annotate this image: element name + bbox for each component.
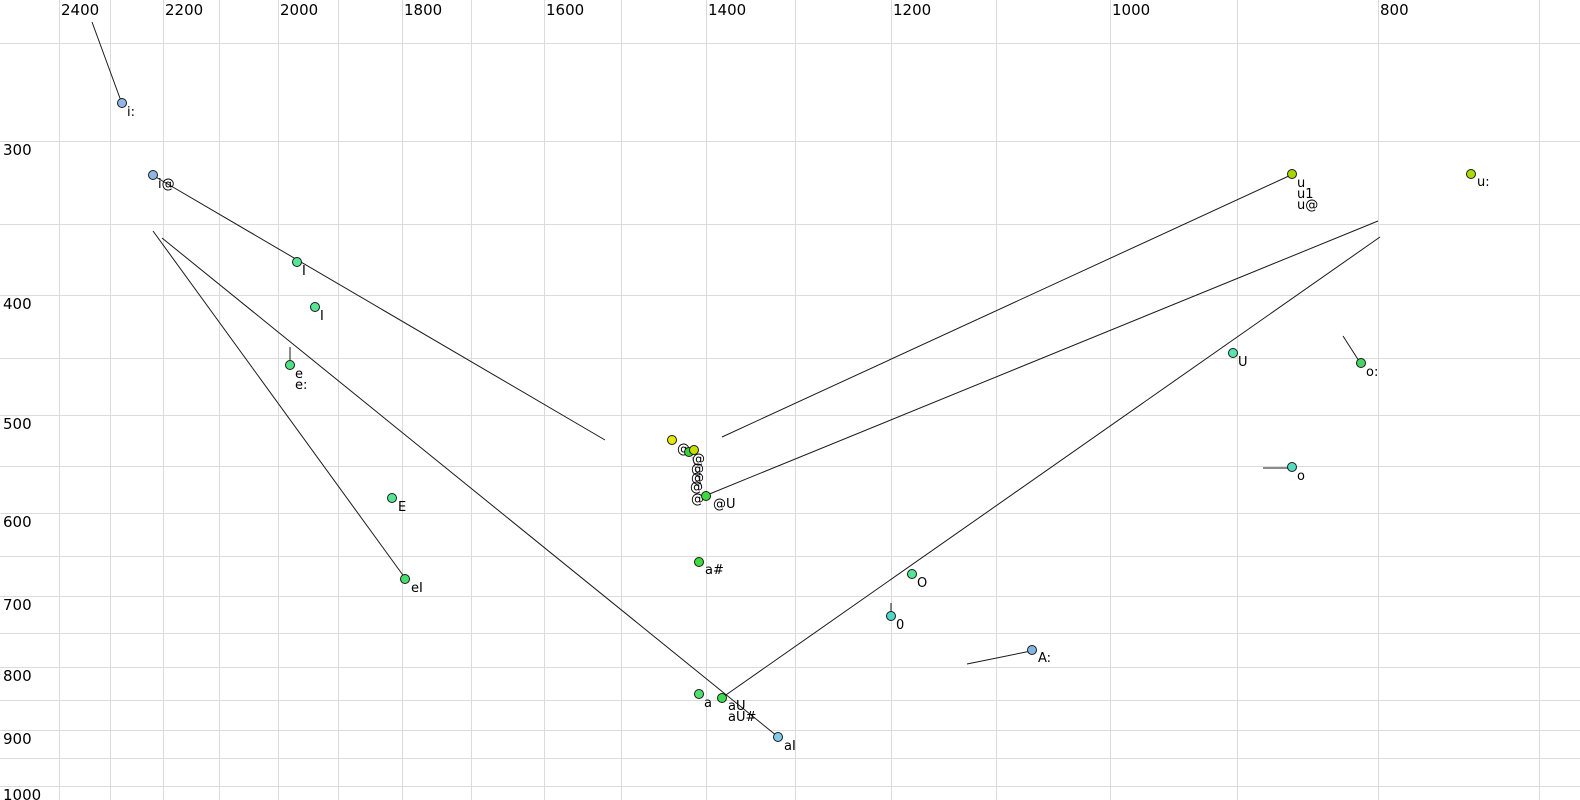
vowel-point-label: eI — [411, 581, 423, 596]
trajectory-line — [152, 230, 406, 579]
vowel-point[interactable] — [701, 491, 711, 501]
trajectory-line — [1342, 335, 1360, 362]
x-axis-tick-label: 1400 — [708, 1, 746, 19]
vowel-point[interactable] — [694, 557, 704, 567]
vowel-point-label: u — [1297, 176, 1305, 191]
x-axis-tick-label: 1600 — [546, 1, 584, 19]
trajectory-line — [722, 236, 1381, 698]
vowel-point-label: I — [302, 264, 306, 279]
vowel-point[interactable] — [310, 302, 320, 312]
x-axis-tick-label: 2200 — [165, 1, 203, 19]
vowel-point-label: a# — [705, 563, 724, 578]
vowel-point-label: u: — [1477, 175, 1490, 190]
vowel-point[interactable] — [148, 170, 158, 180]
x-axis-tick-label: 800 — [1380, 1, 1409, 19]
vowel-point-label: A: — [1038, 651, 1051, 666]
vowel-point[interactable] — [292, 257, 302, 267]
vowel-point[interactable] — [1466, 169, 1476, 179]
vowel-point-label: 0 — [896, 618, 904, 633]
x-axis-tick-label: 2000 — [280, 1, 318, 19]
trajectory-line — [966, 650, 1032, 665]
vowel-point[interactable] — [1287, 169, 1297, 179]
trajectory-line — [691, 456, 703, 489]
x-axis-tick-label: 1800 — [404, 1, 442, 19]
x-axis-tick-label: 1200 — [893, 1, 931, 19]
y-axis-tick-label: 500 — [3, 415, 32, 433]
vowel-point[interactable] — [886, 611, 896, 621]
vowel-point-label: e — [295, 367, 303, 382]
vowel-point-label: u1 — [1297, 187, 1314, 202]
vowel-point-label: o — [1297, 469, 1305, 484]
trajectory-line — [706, 220, 1379, 496]
x-axis-tick-label: 1000 — [1112, 1, 1150, 19]
vowel-point-label: I — [320, 309, 324, 324]
vowel-point-label: @U — [713, 497, 736, 512]
vowel-point-label: aU — [728, 699, 745, 714]
vowel-point-label: e: — [295, 378, 307, 393]
vowel-point-label: i: — [127, 105, 135, 120]
vowel-point[interactable] — [907, 569, 917, 579]
vowel-point-label: u@ — [1297, 198, 1318, 213]
vowel-point-label: aI — [784, 739, 796, 754]
y-axis-tick-label: 300 — [3, 141, 32, 159]
y-axis-tick-label: 1000 — [3, 786, 41, 800]
vowel-point-label: aU# — [728, 710, 756, 725]
y-axis-tick-label: 900 — [3, 730, 32, 748]
schwa-annotation: @ — [690, 480, 703, 495]
schwa-annotation: @ — [692, 452, 705, 467]
vowel-point[interactable] — [387, 493, 397, 503]
vowel-point[interactable] — [773, 732, 783, 742]
vowel-point[interactable] — [117, 98, 127, 108]
vowel-point[interactable] — [689, 445, 699, 455]
y-axis-tick-label: 600 — [3, 513, 32, 531]
vowel-point[interactable] — [1356, 358, 1366, 368]
vowel-point-label: a — [704, 696, 712, 711]
schwa-annotation: @ — [691, 471, 704, 486]
schwa-annotation: @ — [691, 492, 704, 507]
schwa-annotation: @ — [691, 462, 704, 477]
vowel-point[interactable] — [1287, 462, 1297, 472]
vowel-point-label: U — [1238, 355, 1248, 370]
vowel-point-label: E — [398, 500, 406, 515]
vowel-point[interactable] — [694, 689, 704, 699]
vowel-point[interactable] — [285, 360, 295, 370]
vowel-point[interactable] — [717, 693, 727, 703]
x-axis-tick-label: 2400 — [61, 1, 99, 19]
vowel-point-label: O — [917, 576, 927, 591]
y-axis-tick-label: 800 — [3, 667, 32, 685]
vowel-point[interactable] — [1228, 348, 1238, 358]
trajectory-line — [161, 237, 778, 737]
trajectory-line — [721, 174, 1292, 438]
y-axis-tick-label: 700 — [3, 596, 32, 614]
vowel-point[interactable] — [1027, 645, 1037, 655]
y-axis-tick-label: 400 — [3, 295, 32, 313]
vowel-point[interactable] — [667, 435, 677, 445]
vowel-point-label: o: — [1366, 365, 1378, 380]
trajectory-line — [153, 175, 606, 441]
vowel-point[interactable] — [400, 574, 410, 584]
vowel-point-label: i@ — [158, 177, 175, 192]
trajectory-line — [91, 21, 122, 102]
